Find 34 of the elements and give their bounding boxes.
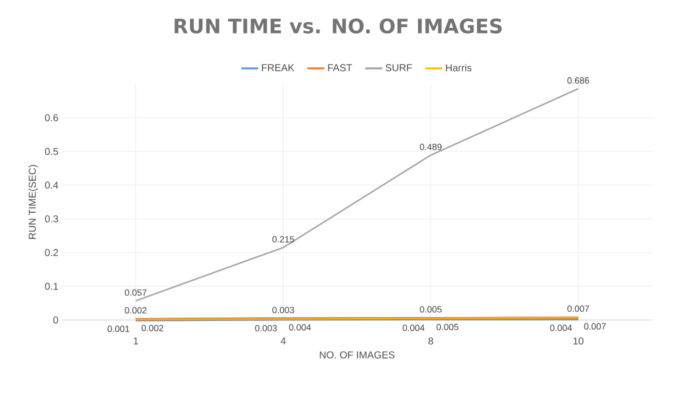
y-tick-label: 0 <box>53 316 58 324</box>
data-label: 0.002 <box>142 324 164 332</box>
x-tick-label: 8 <box>428 337 434 345</box>
data-label: 0.004 <box>289 324 311 331</box>
data-label: 0.004 <box>550 324 572 332</box>
x-tick-label: 10 <box>573 337 584 345</box>
x-tick-label: 1 <box>134 337 138 344</box>
data-label: 0.002 <box>124 307 147 314</box>
data-label: 0.005 <box>436 324 458 330</box>
legend-label: FREAK <box>262 64 294 72</box>
chart-title: RUN TIME vs. NO. OF IMAGES <box>174 18 502 34</box>
y-tick-label: 0.6 <box>45 114 58 122</box>
x-tick-label: 4 <box>280 337 286 344</box>
legend-label: Harris <box>446 64 472 72</box>
x-axis-title: NO. OF IMAGES <box>320 351 394 358</box>
data-label: 0.007 <box>567 305 590 312</box>
y-tick-label: 0.2 <box>45 249 58 256</box>
legend-label: FAST <box>328 64 352 72</box>
y-tick-label: 0.3 <box>45 215 58 222</box>
data-label: 0.057 <box>124 289 147 296</box>
legend-label: SURF <box>386 64 412 72</box>
data-label: 0.001 <box>108 326 130 332</box>
data-label: 0.003 <box>272 306 294 314</box>
y-tick-label: 0.5 <box>45 148 58 155</box>
data-label: 0.007 <box>584 323 606 330</box>
data-label: 0.003 <box>255 324 277 332</box>
y-axis-title: RUN TIME(SEC) <box>28 164 38 239</box>
y-tick-label: 0.4 <box>45 182 58 189</box>
data-label: 0.489 <box>420 144 442 150</box>
data-label: 0.686 <box>567 77 590 84</box>
data-label: 0.215 <box>272 236 294 242</box>
data-label: 0.004 <box>402 324 424 332</box>
y-tick-label: 0.1 <box>45 282 58 290</box>
data-label: 0.005 <box>420 306 442 313</box>
